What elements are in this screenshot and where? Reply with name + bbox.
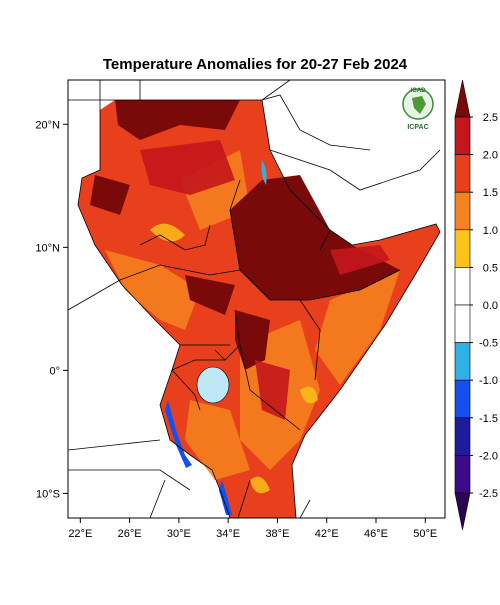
lake-tanganyika bbox=[165, 400, 192, 468]
lake-victoria bbox=[196, 366, 230, 404]
colorbar-bin bbox=[454, 191, 471, 231]
lake-malawi bbox=[219, 480, 232, 515]
map-frame bbox=[67, 79, 446, 519]
lon-tick-label: 30°E bbox=[167, 528, 191, 540]
colorbar-label: -2.0 bbox=[479, 450, 498, 462]
colorbar-bin bbox=[454, 79, 471, 118]
map-title: Temperature Anomalies for 20-27 Feb 2024 bbox=[103, 56, 408, 73]
lon-tick-label: 42°E bbox=[315, 528, 339, 540]
lon-tick-label: 34°E bbox=[216, 528, 240, 540]
logo-bottom-text: ICPAC bbox=[407, 124, 428, 131]
logo-africa bbox=[412, 96, 426, 114]
colorbar-label: -0.5 bbox=[479, 338, 498, 350]
colorbar-label: -1.5 bbox=[479, 413, 498, 425]
colorbar-bin bbox=[454, 304, 471, 343]
anomaly-maroon bbox=[90, 100, 400, 370]
lat-tick-label: 10°S bbox=[36, 488, 60, 500]
coast-cool-patch bbox=[261, 160, 267, 185]
colorbar-label: -2.5 bbox=[479, 488, 498, 500]
colorbar-bin bbox=[454, 455, 471, 494]
colorbar-bin bbox=[454, 417, 471, 456]
colorbar-label: 2.5 bbox=[483, 112, 498, 124]
map-body bbox=[68, 80, 445, 518]
colorbar-label: 0.5 bbox=[483, 262, 498, 274]
lat-tick-label: 0° bbox=[49, 365, 60, 377]
lat-tick-label: 20°N bbox=[35, 119, 60, 131]
colorbar-bin bbox=[454, 267, 471, 306]
colorbar-label: 1.0 bbox=[483, 225, 498, 237]
lon-tick-label: 46°E bbox=[364, 528, 388, 540]
logo: IGAD ICPAC bbox=[402, 88, 434, 131]
colorbar-bin bbox=[454, 154, 471, 193]
colorbar-bin bbox=[454, 379, 471, 419]
colorbar-label: -1.0 bbox=[479, 375, 498, 387]
lon-tick-label: 38°E bbox=[265, 528, 289, 540]
lat-tick-label: 10°N bbox=[35, 242, 60, 254]
colorbar-label: 2.0 bbox=[483, 150, 498, 162]
lon-tick-label: 26°E bbox=[118, 528, 142, 540]
lon-tick-label: 22°E bbox=[68, 528, 92, 540]
anomaly-orange bbox=[105, 150, 400, 480]
colorbar-label: 0.0 bbox=[483, 300, 498, 312]
lon-tick-label: 50°E bbox=[413, 528, 437, 540]
country-borders bbox=[68, 80, 441, 518]
colorbar-bin bbox=[454, 492, 471, 531]
logo-top-text: IGAD bbox=[411, 88, 427, 94]
colorbar-bin bbox=[454, 116, 471, 155]
colorbar-bin bbox=[454, 229, 471, 268]
anomaly-red bbox=[140, 140, 390, 420]
colorbar-label: 1.5 bbox=[483, 187, 498, 199]
colorbar-bin bbox=[454, 342, 471, 381]
